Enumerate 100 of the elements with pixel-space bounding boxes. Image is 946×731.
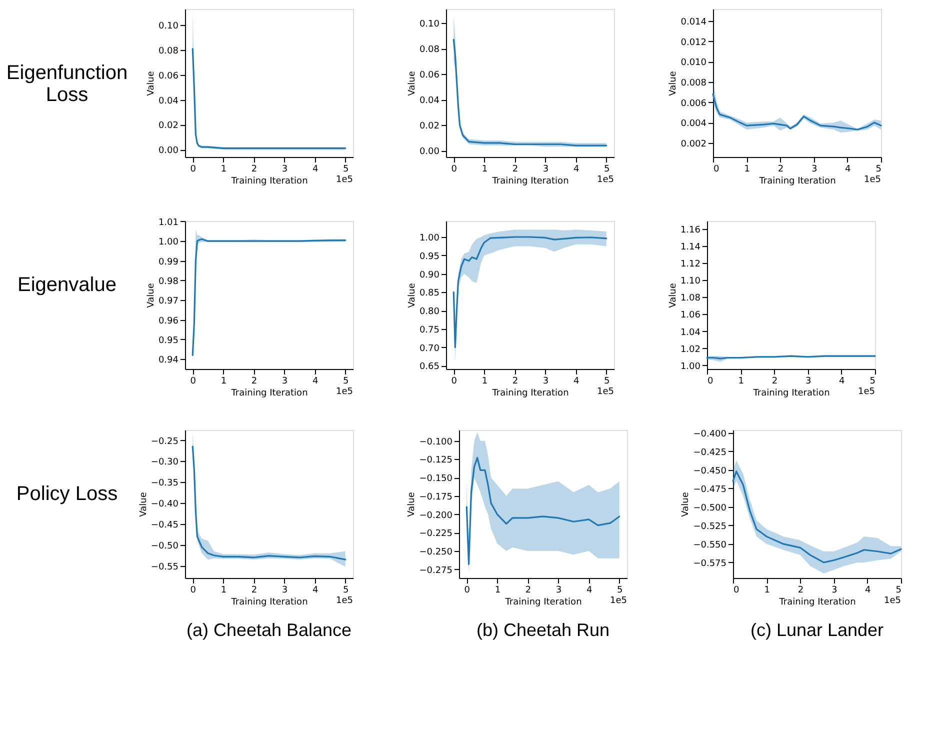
y-tick-label: 0.80 bbox=[419, 307, 440, 318]
text: Policy Loss bbox=[16, 483, 118, 505]
y-tick-label: 0.008 bbox=[680, 78, 707, 88]
y-tick-label: −0.45 bbox=[150, 520, 178, 530]
y-tick-label: 1.00 bbox=[158, 238, 179, 248]
text: (c) Lunar Lander bbox=[750, 620, 884, 640]
y-tick-label: 0.95 bbox=[158, 336, 178, 346]
y-tick-label: 0.98 bbox=[158, 276, 179, 287]
text: 1e5 bbox=[597, 387, 614, 397]
x-tick-label: 5 bbox=[342, 376, 349, 386]
x-tick-label: 2 bbox=[251, 586, 258, 596]
x-tick-label: 4 bbox=[312, 586, 318, 596]
y-tick-label: 0.65 bbox=[419, 362, 440, 372]
x-tick-label: 0 bbox=[451, 376, 458, 386]
x-tick-label: 2 bbox=[512, 376, 518, 386]
y-tick-label: 0.00 bbox=[419, 147, 440, 158]
x-tick-label: 5 bbox=[604, 376, 610, 386]
y-tick-label: 0.04 bbox=[419, 96, 440, 106]
x-tick-label: 4 bbox=[839, 376, 846, 386]
x-tick-label: 5 bbox=[616, 586, 623, 596]
x-tick-label: 1 bbox=[220, 164, 227, 174]
y-tick-label: 0.70 bbox=[419, 344, 440, 354]
y-tick-label: 1.16 bbox=[680, 225, 701, 236]
y-axis-title: Value bbox=[668, 70, 679, 96]
text: 1e5 bbox=[597, 175, 614, 185]
x-tick-label: 2 bbox=[525, 586, 532, 596]
y-tick-label: −0.225 bbox=[419, 529, 452, 540]
text: 1e5 bbox=[336, 175, 353, 185]
y-tick-label: −0.250 bbox=[419, 547, 453, 558]
y-tick-label: 0.04 bbox=[158, 96, 179, 106]
y-tick-label: 1.00 bbox=[419, 233, 440, 244]
y-tick-label: 1.14 bbox=[680, 242, 701, 252]
x-tick-label: 3 bbox=[805, 376, 812, 386]
y-tick-label: 0.85 bbox=[419, 288, 440, 299]
y-tick-label: 1.12 bbox=[680, 260, 700, 270]
x-tick-label: 5 bbox=[342, 586, 349, 596]
x-tick-label: 1 bbox=[744, 164, 750, 174]
y-tick-label: −0.25 bbox=[150, 436, 178, 447]
x-tick-label: 2 bbox=[772, 376, 778, 386]
y-tick-label: −0.400 bbox=[693, 429, 727, 440]
x-tick-label: 4 bbox=[845, 164, 852, 174]
x-tick-label: 0 bbox=[708, 376, 714, 386]
y-tick-label: −0.525 bbox=[693, 522, 726, 532]
y-tick-label: −0.500 bbox=[693, 503, 727, 514]
y-tick-label: 1.02 bbox=[680, 344, 700, 355]
y-tick-label: −0.100 bbox=[419, 437, 453, 448]
x-tick-label: 3 bbox=[811, 164, 818, 174]
x-tick-label: 1 bbox=[482, 376, 488, 386]
x-tick-label: 3 bbox=[542, 164, 549, 174]
y-tick-label: 0.02 bbox=[419, 122, 440, 132]
x-axis-title: Training Iteration bbox=[230, 598, 308, 608]
y-tick-label: 0.012 bbox=[680, 38, 706, 48]
x-tick-label: 3 bbox=[282, 586, 288, 596]
x-tick-label: 4 bbox=[573, 376, 580, 386]
x-axis-title: Training Iteration bbox=[491, 388, 569, 398]
x-tick-label: 4 bbox=[573, 164, 580, 174]
text: (b) Cheetah Run bbox=[476, 620, 610, 640]
x-tick-label: 3 bbox=[282, 376, 288, 386]
x-tick-label: 5 bbox=[896, 586, 902, 596]
y-tick-label: 0.010 bbox=[680, 58, 707, 68]
x-tick-label: 1 bbox=[220, 586, 227, 596]
y-tick-label: 0.97 bbox=[158, 296, 178, 307]
x-axis-title: Training Iteration bbox=[758, 176, 836, 186]
x-tick-label: 0 bbox=[190, 164, 196, 174]
y-tick-label: 1.04 bbox=[680, 328, 701, 338]
x-tick-label: 0 bbox=[464, 586, 470, 596]
text: 1e5 bbox=[858, 387, 875, 397]
x-tick-label: 3 bbox=[282, 164, 288, 174]
y-tick-label: 0.00 bbox=[158, 146, 179, 156]
text: 1e5 bbox=[336, 596, 353, 606]
y-tick-label: 0.94 bbox=[158, 356, 179, 366]
x-tick-label: 5 bbox=[604, 164, 610, 174]
y-tick-label: 0.99 bbox=[158, 257, 179, 268]
y-tick-label: −0.575 bbox=[693, 558, 726, 569]
y-tick-label: 1.10 bbox=[680, 276, 701, 287]
x-tick-label: 2 bbox=[778, 164, 784, 174]
y-tick-label: 0.006 bbox=[680, 98, 707, 109]
x-tick-label: 5 bbox=[870, 376, 876, 386]
x-axis-title: Training Iteration bbox=[491, 176, 569, 186]
x-tick-label: 2 bbox=[512, 164, 518, 174]
text: 1e5 bbox=[610, 596, 627, 606]
x-tick-label: 2 bbox=[798, 586, 804, 596]
y-tick-label: 0.10 bbox=[419, 20, 440, 30]
text: 1e5 bbox=[864, 175, 881, 185]
y-tick-label: −0.475 bbox=[693, 484, 726, 495]
y-tick-label: 0.08 bbox=[158, 46, 179, 57]
x-axis-title: Training Iteration bbox=[230, 388, 308, 398]
y-tick-label: −0.550 bbox=[693, 540, 727, 550]
y-tick-label: −0.55 bbox=[150, 562, 178, 572]
x-tick-label: 1 bbox=[220, 376, 227, 386]
y-axis-title: Value bbox=[146, 282, 156, 308]
y-tick-label: −0.150 bbox=[419, 474, 453, 484]
y-tick-label: 0.90 bbox=[419, 270, 440, 280]
y-axis-title: Value bbox=[146, 70, 156, 96]
text: 1e5 bbox=[884, 596, 901, 606]
x-tick-label: 4 bbox=[312, 376, 318, 386]
y-tick-label: 0.10 bbox=[158, 22, 179, 32]
y-tick-label: −0.425 bbox=[693, 448, 726, 458]
x-tick-label: 1 bbox=[764, 586, 770, 596]
y-tick-label: 1.01 bbox=[158, 218, 178, 228]
